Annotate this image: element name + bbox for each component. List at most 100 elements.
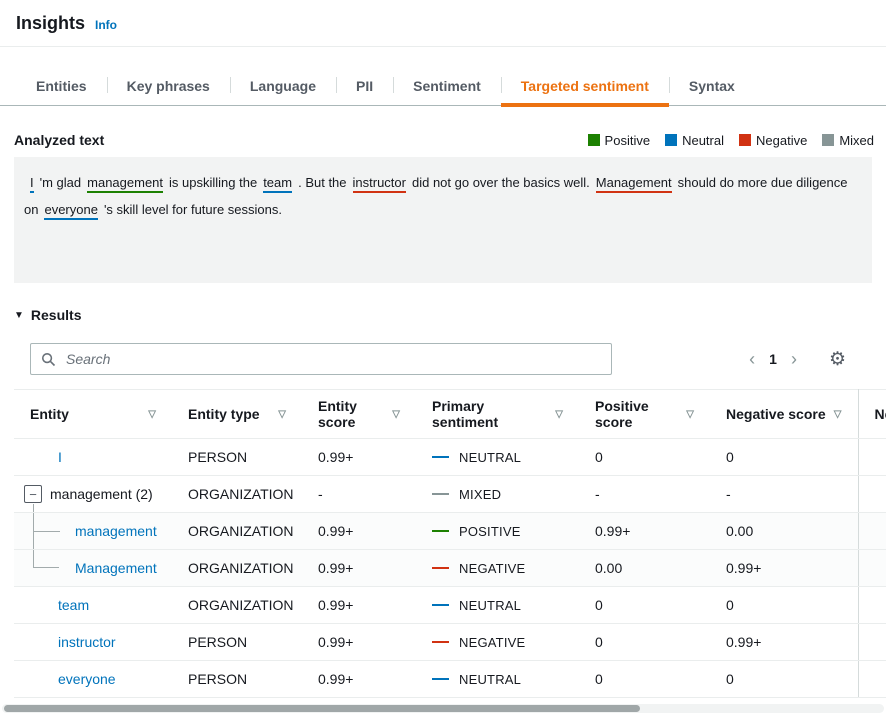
- entity-score-cell: 0.99+: [302, 587, 416, 624]
- tab-entities[interactable]: Entities: [16, 69, 107, 105]
- primary-sentiment-cell: NEUTRAL: [416, 661, 579, 698]
- sort-filter-icon[interactable]: ▽: [834, 409, 842, 420]
- positive-score-cell: 0: [579, 624, 710, 661]
- results-expander[interactable]: ▼ Results: [14, 307, 872, 323]
- entity-link[interactable]: management: [75, 523, 157, 539]
- entity-score-cell: -: [302, 476, 416, 513]
- column-header-positive-score[interactable]: Positive score▽: [579, 390, 710, 439]
- negative-score-cell: 0: [710, 439, 858, 476]
- entity-token[interactable]: management: [87, 175, 163, 193]
- positive-swatch-icon: [588, 134, 600, 146]
- entity-link[interactable]: I: [58, 449, 62, 465]
- tab-pii[interactable]: PII: [336, 69, 393, 105]
- primary-sentiment-cell: NEUTRAL: [416, 587, 579, 624]
- entity-group-label: management (2): [50, 486, 153, 502]
- page-title: Insights: [16, 13, 85, 34]
- entity-link[interactable]: instructor: [58, 634, 116, 650]
- sentiment-line-icon: [432, 530, 449, 532]
- sentiment-line-icon: [432, 456, 449, 458]
- entity-link[interactable]: everyone: [58, 671, 116, 687]
- sentiment-line-icon: [432, 604, 449, 606]
- analyzed-text-section: Analyzed text Positive Neutral Negative …: [14, 132, 872, 283]
- results-table: Entity▽ Entity type▽ Entity score▽ Prima…: [14, 389, 886, 698]
- table-row-expandable: − management (2) ORGANIZATION - MIXED - …: [14, 476, 886, 513]
- sentiment-line-icon: [432, 641, 449, 643]
- analyzed-text-label: Analyzed text: [14, 132, 104, 148]
- column-header-primary-sentiment[interactable]: Primary sentiment▽: [416, 390, 579, 439]
- table-row-child: management ORGANIZATION 0.99+ POSITIVE 0…: [14, 513, 886, 550]
- page-number[interactable]: 1: [761, 351, 785, 367]
- entity-link[interactable]: team: [58, 597, 89, 613]
- entity-type-cell: ORGANIZATION: [172, 550, 302, 587]
- entity-link[interactable]: Management: [75, 560, 157, 576]
- entity-type-cell: ORGANIZATION: [172, 587, 302, 624]
- tab-targeted-sentiment[interactable]: Targeted sentiment: [501, 69, 669, 105]
- negative-swatch-icon: [739, 134, 751, 146]
- legend-item-negative: Negative: [739, 133, 807, 148]
- text-token: did not go over the basics well.: [412, 175, 590, 190]
- primary-sentiment-cell: MIXED: [416, 476, 579, 513]
- tab-syntax[interactable]: Syntax: [669, 69, 755, 105]
- search-input[interactable]: [64, 350, 601, 368]
- text-token: 's skill level for future sessions.: [104, 202, 282, 217]
- neutral-score-cell: [858, 476, 886, 513]
- column-header-entity-type[interactable]: Entity type▽: [172, 390, 302, 439]
- negative-score-cell: 0.99+: [710, 624, 858, 661]
- text-token: is upskilling the: [169, 175, 257, 190]
- legend-item-positive: Positive: [588, 133, 651, 148]
- column-header-neutral-score[interactable]: Neutral score: [858, 390, 886, 439]
- entity-token[interactable]: Management: [596, 175, 672, 193]
- text-token: 'm glad: [40, 175, 82, 190]
- sort-filter-icon[interactable]: ▽: [555, 409, 563, 420]
- sort-filter-icon[interactable]: ▽: [148, 409, 156, 420]
- neutral-score-cell: [858, 550, 886, 587]
- previous-page-button[interactable]: ‹: [743, 350, 761, 368]
- entity-score-cell: 0.99+: [302, 513, 416, 550]
- negative-score-cell: -: [710, 476, 858, 513]
- table-header-row: Entity▽ Entity type▽ Entity score▽ Prima…: [14, 390, 886, 439]
- primary-sentiment-cell: NEGATIVE: [416, 550, 579, 587]
- info-link[interactable]: Info: [95, 18, 117, 32]
- sentiment-legend: Positive Neutral Negative Mixed: [588, 133, 874, 148]
- negative-score-cell: 0: [710, 661, 858, 698]
- entity-token[interactable]: team: [263, 175, 292, 193]
- primary-sentiment-cell: NEUTRAL: [416, 439, 579, 476]
- table-row: I PERSON 0.99+ NEUTRAL 0 0: [14, 439, 886, 476]
- primary-sentiment-cell: NEGATIVE: [416, 624, 579, 661]
- column-header-negative-score[interactable]: Negative score▽: [710, 390, 858, 439]
- chevron-down-icon: ▼: [14, 310, 24, 321]
- column-header-entity[interactable]: Entity▽: [14, 390, 172, 439]
- positive-score-cell: 0.99+: [579, 513, 710, 550]
- neutral-score-cell: [858, 587, 886, 624]
- negative-score-cell: 0.99+: [710, 550, 858, 587]
- sort-filter-icon[interactable]: ▽: [686, 409, 694, 420]
- settings-gear-icon[interactable]: ⚙: [823, 349, 852, 370]
- table-row: instructor PERSON 0.99+ NEGATIVE 0 0.99+: [14, 624, 886, 661]
- positive-score-cell: 0.00: [579, 550, 710, 587]
- sort-filter-icon[interactable]: ▽: [392, 409, 400, 420]
- sort-filter-icon[interactable]: ▽: [278, 409, 286, 420]
- sentiment-line-icon: [432, 493, 449, 495]
- positive-score-cell: 0: [579, 439, 710, 476]
- entity-token[interactable]: I: [30, 175, 34, 193]
- horizontal-scrollbar: [2, 704, 884, 713]
- entity-token[interactable]: everyone: [44, 202, 97, 220]
- entity-score-cell: 0.99+: [302, 439, 416, 476]
- neutral-score-cell: [858, 439, 886, 476]
- primary-sentiment-cell: POSITIVE: [416, 513, 579, 550]
- tab-key-phrases[interactable]: Key phrases: [107, 69, 230, 105]
- page-header: Insights Info: [0, 0, 886, 47]
- entity-token[interactable]: instructor: [353, 175, 406, 193]
- text-token: . But the: [298, 175, 346, 190]
- pagination: ‹ 1 › ⚙: [743, 349, 852, 370]
- collapse-row-button[interactable]: −: [24, 485, 42, 503]
- tab-language[interactable]: Language: [230, 69, 336, 105]
- sentiment-line-icon: [432, 678, 449, 680]
- entity-score-cell: 0.99+: [302, 661, 416, 698]
- search-box[interactable]: [30, 343, 612, 375]
- entity-type-cell: ORGANIZATION: [172, 513, 302, 550]
- column-header-entity-score[interactable]: Entity score▽: [302, 390, 416, 439]
- tab-sentiment[interactable]: Sentiment: [393, 69, 501, 105]
- positive-score-cell: 0: [579, 661, 710, 698]
- next-page-button[interactable]: ›: [785, 350, 803, 368]
